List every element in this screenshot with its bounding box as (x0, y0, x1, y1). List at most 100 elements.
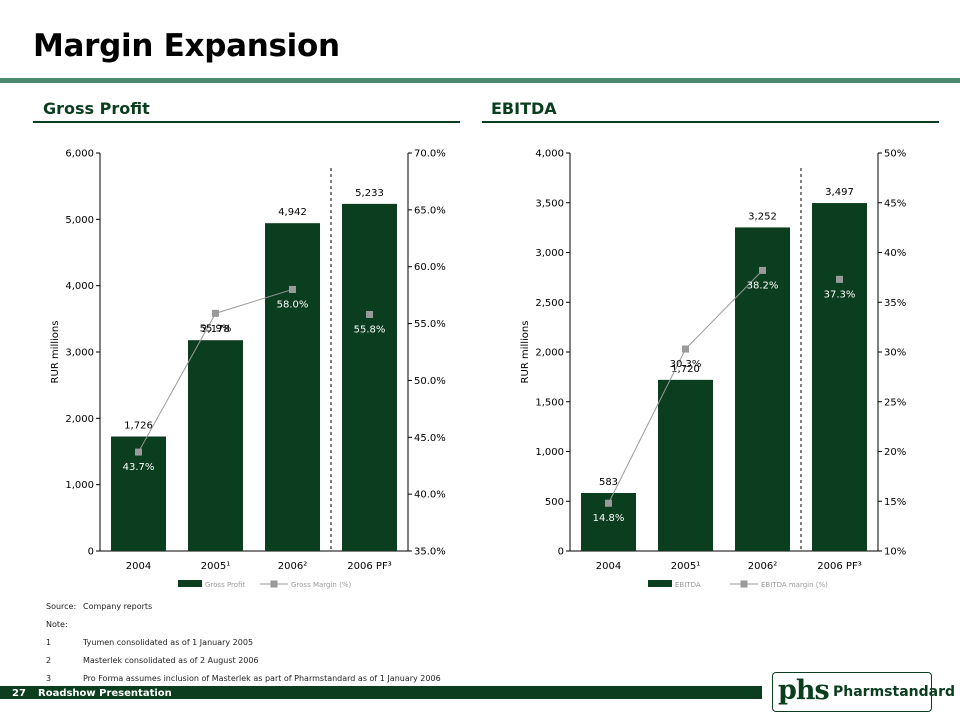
y-tick-label: 2,000 (65, 414, 94, 425)
y-tick-label: 0 (558, 547, 564, 558)
y2-tick-label: 55.0% (414, 319, 446, 330)
y-tick-label: 2,000 (535, 348, 564, 359)
bar-value-label: 583 (599, 477, 618, 488)
bar-value-label: 1,720 (671, 364, 700, 375)
y-axis-label: RUR millions (50, 321, 61, 384)
bar (342, 203, 397, 551)
bar (735, 227, 790, 551)
bar-value-label: 3,497 (825, 187, 854, 198)
y-tick-label: 4,000 (65, 281, 94, 292)
y-tick-label: 4,000 (535, 149, 564, 160)
y-tick-label: 3,000 (65, 348, 94, 359)
bar (658, 379, 713, 551)
ebitda-section-title: EBITDA (491, 99, 557, 118)
y-tick-label: 1,500 (535, 397, 564, 408)
ebitda-chart: 0 500 1,000 1,500 2,000 2,500 3,000 3,500 4,000 1… (520, 149, 906, 590)
bar-value-label: 3,252 (748, 211, 777, 222)
y2-tick-label: 65.0% (414, 205, 446, 216)
legend-bar-swatch (178, 580, 202, 587)
gross-profit-chart: 0 1,000 2,000 3,000 4,000 5,000 6,000 35.0% 40.0… (50, 149, 446, 590)
margin-marker (605, 499, 612, 507)
footer-label: Roadshow Presentation (38, 688, 172, 699)
note-key: Source: (46, 602, 77, 611)
x-tick-label: 2004 (126, 561, 151, 572)
x-tick-label: 2005¹ (201, 561, 230, 572)
y2-tick-label: 70.0% (414, 149, 446, 160)
x-tick-label: 2006² (748, 561, 777, 572)
y2-tick-label: 20% (884, 447, 906, 458)
x-tick-label: 2005¹ (671, 561, 700, 572)
note-key: 2 (46, 656, 52, 665)
margin-value-label: 58.0% (277, 299, 309, 310)
y2-tick-label: 35% (884, 298, 906, 309)
margin-marker (212, 309, 219, 317)
y2-tick-label: 40.0% (414, 490, 446, 501)
note-key: 3 (46, 674, 52, 683)
margin-marker (759, 266, 766, 274)
bar (265, 223, 320, 551)
y-tick-label: 1,000 (65, 480, 94, 491)
y2-tick-label: 50% (884, 149, 906, 160)
page-title: Margin Expansion (33, 28, 340, 64)
legend-line-label: Gross Margin (%) (291, 581, 351, 589)
bar (812, 203, 867, 551)
y2-tick-label: 45.0% (414, 433, 446, 444)
note-text: Company reports (83, 602, 153, 611)
legend-bar-label: Gross Profit (205, 581, 245, 589)
margin-value-label: 14.8% (593, 513, 625, 524)
y2-tick-label: 40% (884, 248, 906, 259)
gross-profit-section-rule (33, 121, 460, 123)
y-tick-label: 1,000 (535, 447, 564, 458)
legend-line-marker (740, 580, 748, 588)
margin-marker (836, 275, 843, 283)
y2-tick-label: 15% (884, 497, 906, 508)
logo-text: Pharmstandard (833, 684, 956, 700)
note-text: Pro Forma assumes inclusion of Masterlek… (83, 674, 441, 683)
margin-value-label: 55.9% (200, 323, 232, 334)
y-tick-label: 5,000 (65, 215, 94, 226)
note-key: Note: (46, 620, 68, 629)
x-tick-label: 2004 (596, 561, 621, 572)
y2-tick-label: 35.0% (414, 547, 446, 558)
margin-value-label: 43.7% (123, 462, 155, 473)
bar (188, 340, 243, 551)
note-key: 1 (46, 638, 52, 647)
y-tick-label: 6,000 (65, 149, 94, 160)
y2-tick-label: 10% (884, 547, 906, 558)
margin-marker (135, 448, 142, 456)
bar-value-label: 4,942 (278, 207, 307, 218)
x-tick-label: 2006² (278, 561, 307, 572)
logo-mark: phs (778, 675, 830, 706)
margin-value-label: 55.8% (354, 324, 386, 335)
margin-value-label: 37.3% (824, 289, 856, 300)
y-axis-label: RUR millions (520, 321, 531, 384)
y2-tick-label: 25% (884, 397, 906, 408)
legend-line-label: EBITDA margin (%) (761, 581, 828, 589)
x-tick-label: 2006 PF³ (347, 561, 391, 572)
title-rule (0, 78, 960, 83)
note-text: Tyumen consolidated as of 1 January 2005 (83, 638, 254, 647)
legend-line-marker (270, 580, 278, 588)
note-text: Masterlek consolidated as of 2 August 20… (83, 656, 259, 665)
margin-value-label: 38.2% (747, 280, 779, 291)
bar-value-label: 3,178 (201, 324, 230, 335)
margin-marker (289, 285, 296, 293)
page-number: 27 (12, 688, 26, 699)
y-tick-label: 2,500 (535, 298, 564, 309)
legend-bar-swatch (648, 580, 672, 587)
bar-value-label: 1,726 (124, 421, 153, 432)
y2-tick-label: 60.0% (414, 262, 446, 273)
margin-marker (682, 345, 689, 353)
y2-tick-label: 50.0% (414, 376, 446, 387)
y-tick-label: 0 (88, 547, 94, 558)
margin-marker (366, 310, 373, 318)
ebitda-section-rule (482, 121, 939, 123)
bar-value-label: 5,233 (355, 188, 384, 199)
margin-value-label: 30.3% (670, 359, 702, 370)
bar (111, 436, 166, 551)
pharmstandard-logo: phs Pharmstandard (772, 672, 955, 712)
y-tick-label: 3,000 (535, 248, 564, 259)
y2-tick-label: 45% (884, 198, 906, 209)
y-tick-label: 500 (545, 497, 564, 508)
gross-profit-section-title: Gross Profit (43, 99, 150, 118)
